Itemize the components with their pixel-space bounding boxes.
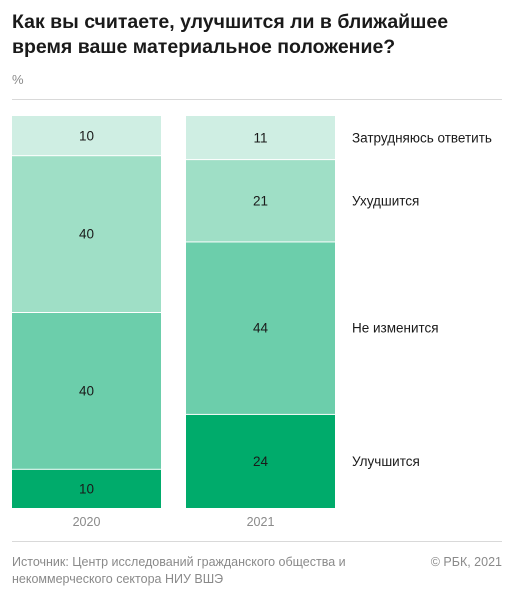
bar-2021-улучшится bbox=[186, 414, 335, 508]
bar-segment-2021-затрудняюсь-ответить: 11 bbox=[186, 116, 335, 160]
bar-2021-затрудняюсь-ответить bbox=[186, 116, 335, 160]
legend-label-затрудняюсь-ответить: Затрудняюсь ответить bbox=[352, 131, 492, 146]
category-label-2021: 2021 bbox=[247, 515, 275, 529]
data-label-2021-ухудшится: 21 bbox=[253, 193, 268, 208]
legend-label-улучшится: Улучшится bbox=[352, 454, 420, 469]
data-label-2021-не-изменится: 44 bbox=[253, 321, 269, 336]
bar-2020-ухудшится bbox=[12, 156, 161, 312]
data-label-2020-улучшится: 10 bbox=[79, 481, 94, 496]
bar-2020-улучшится bbox=[12, 469, 161, 508]
bar-segment-2020-затрудняюсь-ответить: 10 bbox=[12, 116, 161, 156]
bar-2020-не-изменится bbox=[12, 313, 161, 469]
data-label-2021-затрудняюсь-ответить: 11 bbox=[253, 131, 267, 146]
bar-segment-2021-не-изменится: 44 bbox=[186, 242, 335, 414]
data-label-2020-не-изменится: 40 bbox=[79, 383, 94, 398]
data-label-2021-улучшится: 24 bbox=[253, 454, 269, 469]
unit-label: % bbox=[12, 72, 24, 87]
category-label-2020: 2020 bbox=[73, 515, 101, 529]
bar-2020-затрудняюсь-ответить bbox=[12, 116, 161, 156]
bar-2021-ухудшится bbox=[186, 160, 335, 242]
source-note: Источник: Центр исследований гражданског… bbox=[12, 555, 346, 586]
bottom-divider bbox=[12, 541, 502, 542]
data-label-2020-ухудшится: 40 bbox=[79, 227, 94, 242]
bar-segment-2020-ухудшится: 40 bbox=[12, 156, 161, 312]
top-divider bbox=[12, 99, 502, 100]
chart-title: Как вы считаете, улучшится ли в ближайше… bbox=[12, 11, 449, 58]
bar-2021-не-изменится bbox=[186, 242, 335, 414]
legend-label-ухудшится: Ухудшится bbox=[352, 193, 419, 208]
copyright-note: © РБК, 2021 bbox=[430, 555, 502, 569]
bar-segment-2020-улучшится: 10 bbox=[12, 469, 161, 508]
bar-segment-2021-ухудшится: 21 bbox=[186, 160, 335, 242]
legend-label-не-изменится: Не изменится bbox=[352, 321, 439, 336]
bar-segment-2021-улучшится: 24 bbox=[186, 414, 335, 508]
data-label-2020-затрудняюсь-ответить: 10 bbox=[79, 129, 94, 144]
bar-segment-2020-не-изменится: 40 bbox=[12, 313, 161, 469]
